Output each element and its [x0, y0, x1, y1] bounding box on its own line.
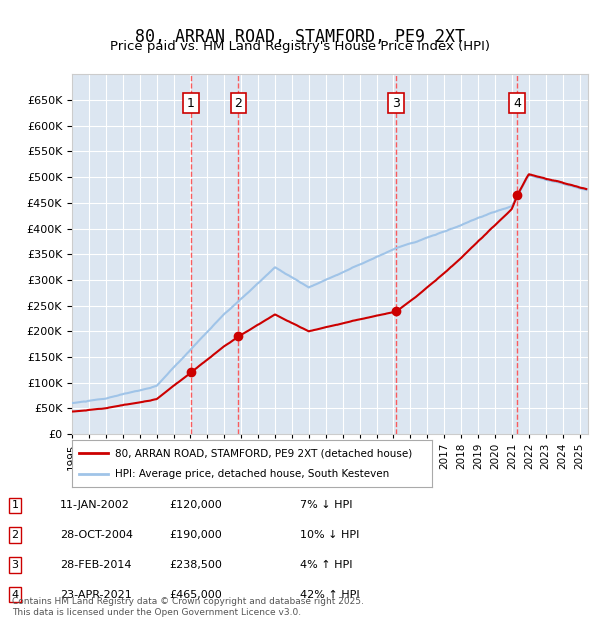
Bar	[234, 74, 242, 434]
Text: 80, ARRAN ROAD, STAMFORD, PE9 2XT (detached house): 80, ARRAN ROAD, STAMFORD, PE9 2XT (detac…	[115, 448, 412, 458]
Text: 7% ↓ HPI: 7% ↓ HPI	[300, 500, 353, 510]
Text: Price paid vs. HM Land Registry's House Price Index (HPI): Price paid vs. HM Land Registry's House …	[110, 40, 490, 53]
Text: £190,000: £190,000	[169, 530, 222, 540]
Text: 80, ARRAN ROAD, STAMFORD, PE9 2XT: 80, ARRAN ROAD, STAMFORD, PE9 2XT	[135, 28, 465, 46]
Text: 4% ↑ HPI: 4% ↑ HPI	[300, 560, 353, 570]
Text: 2: 2	[11, 530, 19, 540]
Text: 11-JAN-2002: 11-JAN-2002	[60, 500, 130, 510]
Text: £238,500: £238,500	[169, 560, 222, 570]
Text: 1: 1	[11, 500, 19, 510]
Text: £120,000: £120,000	[169, 500, 222, 510]
Text: £465,000: £465,000	[169, 590, 222, 600]
Text: 2: 2	[235, 97, 242, 110]
Text: Contains HM Land Registry data © Crown copyright and database right 2025.
This d: Contains HM Land Registry data © Crown c…	[12, 598, 364, 617]
Text: 23-APR-2021: 23-APR-2021	[60, 590, 132, 600]
Text: 42% ↑ HPI: 42% ↑ HPI	[300, 590, 359, 600]
Text: HPI: Average price, detached house, South Kesteven: HPI: Average price, detached house, Sout…	[115, 469, 389, 479]
Bar	[392, 74, 400, 434]
Text: 28-OCT-2004: 28-OCT-2004	[60, 530, 133, 540]
Text: 1: 1	[187, 97, 195, 110]
Bar	[513, 74, 521, 434]
Text: 10% ↓ HPI: 10% ↓ HPI	[300, 530, 359, 540]
Text: 4: 4	[513, 97, 521, 110]
Text: 4: 4	[11, 590, 19, 600]
Text: 3: 3	[392, 97, 400, 110]
Text: 3: 3	[11, 560, 19, 570]
Bar	[187, 74, 195, 434]
Text: 28-FEB-2014: 28-FEB-2014	[60, 560, 131, 570]
